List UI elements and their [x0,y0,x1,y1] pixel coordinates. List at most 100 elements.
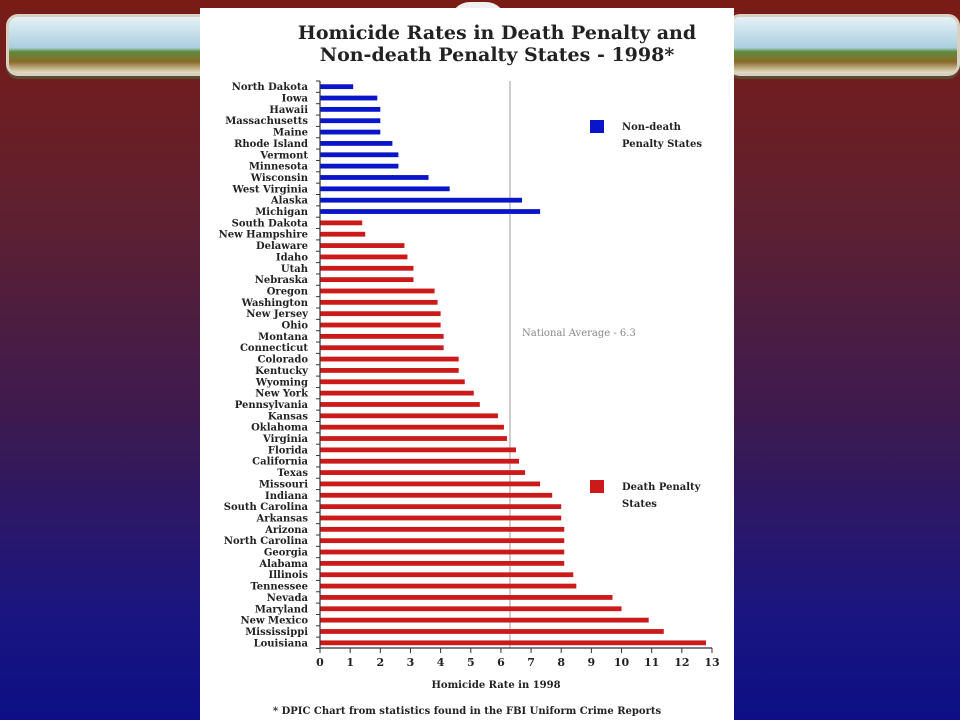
category-label: Kentucky [255,366,309,377]
category-label: Mississippi [245,627,308,638]
bar-north-dakota [320,84,354,90]
bar-colorado [320,356,459,362]
category-label: Colorado [257,355,308,366]
x-tick-label: 8 [557,656,565,669]
bar-alabama [320,560,565,566]
category-label: New York [255,389,309,400]
category-label: Idaho [276,252,308,263]
legend-label: Non-death [622,122,682,133]
bar-west-virginia [320,186,450,192]
category-label: Connecticut [240,343,308,354]
category-label: Virginia [262,434,309,445]
category-label: Oregon [267,286,309,297]
category-label: New Jersey [246,309,309,320]
bar-kansas [320,413,498,419]
category-label: Wyoming [255,377,308,388]
bar-pennsylvania [320,402,480,407]
category-label: Oklahoma [251,423,308,434]
category-label: Kansas [268,411,309,422]
bar-nevada [320,595,613,600]
bar-arkansas [320,515,562,521]
bar-florida [320,447,516,453]
bar-oklahoma [320,424,504,430]
bar-rhode-island [320,141,393,146]
x-tick-label: 10 [614,656,630,669]
bar-oregon [320,288,435,294]
category-label: Arkansas [256,513,309,524]
x-tick-label: 0 [316,656,324,669]
category-label: North Carolina [224,536,309,547]
category-label: Louisiana [254,638,309,649]
bar-texas [320,470,526,475]
category-label: Alaska [270,196,309,207]
category-label: Hawaii [269,105,308,116]
category-label: South Dakota [232,218,309,229]
bar-illinois [320,572,574,578]
category-label: Maine [273,128,308,139]
category-label: Vermont [259,150,308,161]
category-label: Michigan [255,207,308,218]
bar-wisconsin [320,175,429,180]
chart-panel: Homicide Rates in Death Penalty and Non-… [200,8,734,720]
bar-iowa [320,95,378,101]
bar-hawaii [320,106,381,112]
bar-nebraska [320,277,414,283]
bar-mississippi [320,629,664,634]
category-label: Pennsylvania [235,400,309,411]
category-label: Texas [277,468,308,479]
bar-new-jersey [320,311,441,317]
x-tick-label: 13 [704,656,719,669]
category-label: Montana [258,332,308,343]
chart-title: Homicide Rates in Death Penalty and [297,22,697,44]
x-tick-label: 9 [588,656,596,669]
bar-montana [320,333,444,339]
bar-chart: National Average - 6.3 North DakotaIowaHa… [219,80,720,691]
x-tick-label: 12 [674,656,689,669]
bar-connecticut [320,345,444,351]
bar-delaware [320,243,405,248]
category-label: Massachusetts [225,116,308,127]
legend-swatch [590,480,604,493]
legend-label: Penalty States [622,139,702,150]
category-label: Delaware [256,241,308,252]
x-tick-label: 1 [346,656,354,669]
category-label: Arizona [264,525,308,536]
category-label: Missouri [259,479,308,490]
category-label: Minnesota [249,162,309,173]
bar-missouri [320,481,541,487]
category-label: South Carolina [224,502,309,513]
bar-washington [320,299,438,305]
category-label: New Hampshire [219,230,308,241]
category-label: Nebraska [255,275,309,286]
bar-michigan [320,209,541,214]
left-banner [6,14,212,76]
category-label: Illinois [269,570,309,581]
bar-virginia [320,436,507,441]
bar-georgia [320,549,565,555]
bar-maryland [320,606,622,612]
legend-label: States [622,499,657,510]
category-label: Wisconsin [250,173,309,184]
bar-kentucky [320,368,459,373]
bar-louisiana [320,640,706,646]
category-label: Ohio [282,321,309,332]
category-label: Florida [268,445,309,456]
category-label: Alabama [258,559,308,570]
category-label: West Virginia [232,184,309,195]
category-label: Indiana [265,491,308,502]
category-label: Rhode Island [234,139,308,150]
bar-california [320,458,520,464]
bar-new-york [320,390,474,396]
category-label: Iowa [282,94,309,105]
bar-tennessee [320,583,577,589]
bar-utah [320,265,414,271]
x-tick-label: 3 [407,656,415,669]
national-average-label: National Average - 6.3 [522,328,636,339]
bar-south-dakota [320,220,363,226]
category-label: Georgia [264,548,309,559]
bar-wyoming [320,379,465,385]
x-tick-label: 4 [437,656,445,669]
bar-north-carolina [320,538,565,544]
bar-minnesota [320,163,399,169]
legend-label: Death Penalty [622,482,702,493]
